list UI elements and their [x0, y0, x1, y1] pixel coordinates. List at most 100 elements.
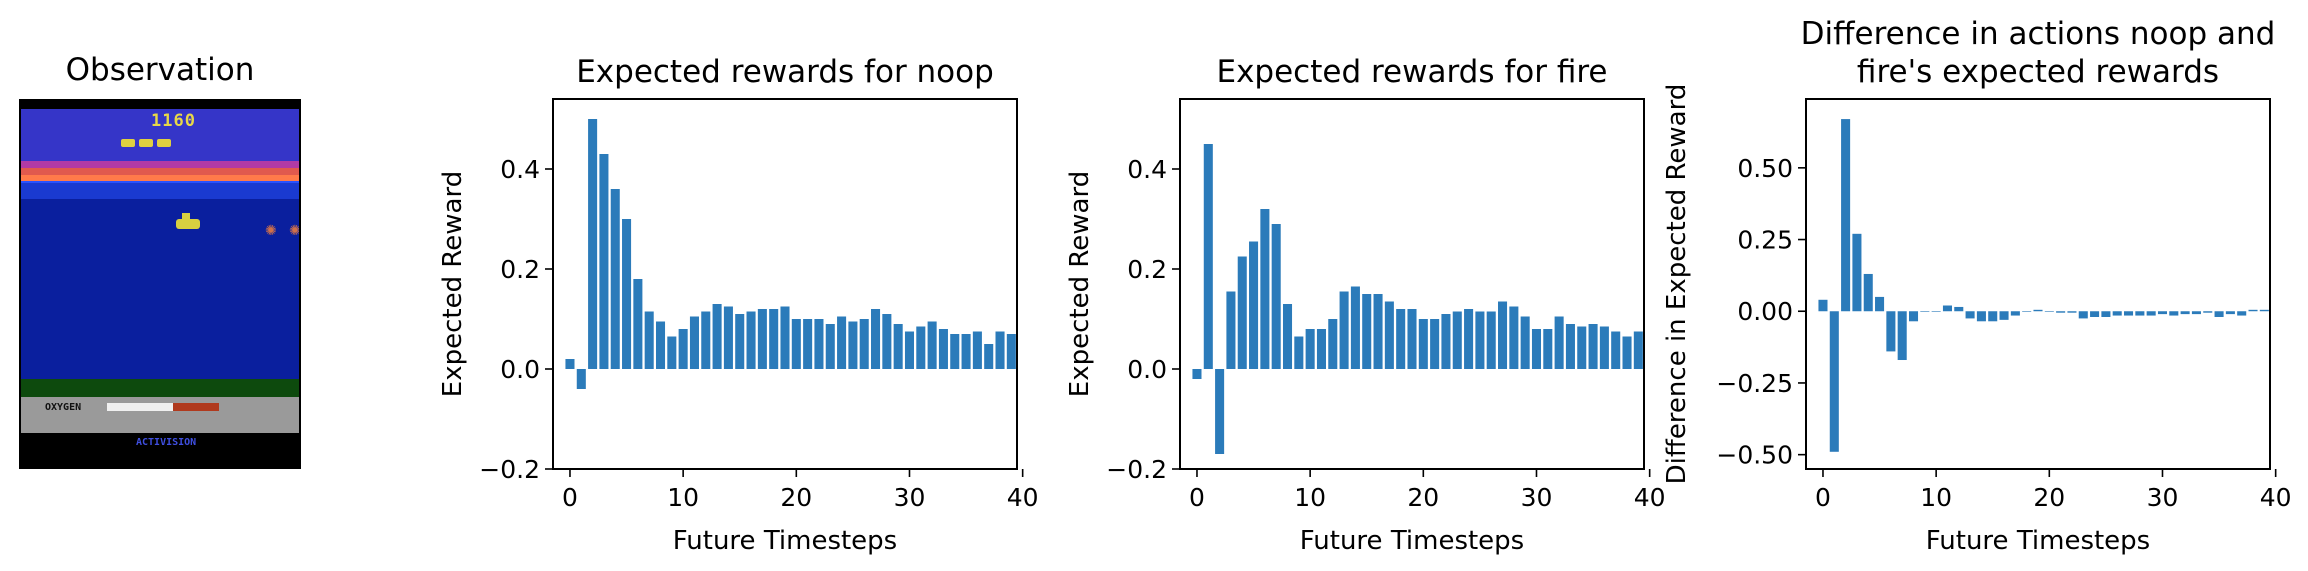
- bar: [2191, 311, 2201, 315]
- x-tick-label: 30: [2147, 483, 2179, 512]
- y-tick-label: 0.50: [1737, 154, 1793, 183]
- bar: [2033, 309, 2043, 312]
- bar: [1486, 311, 1496, 369]
- bar: [882, 314, 892, 369]
- bar: [1373, 294, 1383, 369]
- bar: [995, 331, 1005, 369]
- x-tick-label: 0: [1815, 483, 1831, 512]
- bar: [1988, 311, 1998, 322]
- x-tick-label: 40: [1634, 483, 1666, 512]
- bar: [1006, 334, 1016, 369]
- bar: [1908, 311, 1919, 322]
- bar: [610, 189, 620, 369]
- bar: [735, 314, 745, 369]
- y-tick-label: 0.4: [500, 155, 540, 184]
- bar: [780, 306, 790, 369]
- bar: [701, 311, 711, 369]
- bar: [1328, 319, 1338, 369]
- axes-frame: [1179, 98, 1645, 470]
- bar: [1829, 311, 1839, 452]
- bar: [689, 316, 699, 369]
- bar: [871, 309, 881, 369]
- bar: [814, 319, 824, 369]
- axes-frame: [552, 98, 1018, 470]
- bar: [893, 324, 903, 369]
- charts-group: 0 10 20 30 40 −0.2 0.0 0.2 0.4 Future Timesteps Ex…: [438, 16, 2292, 556]
- bar: [1565, 324, 1575, 369]
- bar: [2078, 311, 2088, 319]
- life-sub-icon: [157, 139, 171, 147]
- shark-icon: ✺: [265, 223, 277, 239]
- bar: [644, 311, 654, 369]
- game-water: [21, 199, 299, 379]
- bar: [2157, 311, 2168, 315]
- bar: [1954, 306, 1964, 312]
- bar: [1554, 316, 1564, 369]
- bar: [1294, 336, 1304, 369]
- bar: [2067, 311, 2077, 313]
- bar: [1965, 311, 1975, 319]
- y-axis-label: Expected Reward: [438, 171, 468, 397]
- y-tick-label: −0.50: [1716, 441, 1793, 470]
- bar: [950, 334, 960, 369]
- bar: [1509, 306, 1519, 369]
- bar: [1339, 291, 1349, 369]
- x-tick-label: 30: [1521, 483, 1553, 512]
- bar: [2135, 311, 2145, 316]
- bar: [2203, 311, 2213, 313]
- x-tick-label: 40: [2260, 483, 2292, 512]
- bar: [1464, 309, 1474, 369]
- y-tick-label: −0.25: [1716, 369, 1793, 398]
- bar: [1999, 311, 2009, 320]
- bar: [984, 344, 994, 369]
- x-tick-label: 20: [2033, 483, 2065, 512]
- x-axis-label: Future Timesteps: [673, 526, 897, 556]
- game-sky: [21, 109, 299, 161]
- bar: [2146, 311, 2156, 316]
- bar: [1203, 144, 1213, 369]
- y-tick-label: 0.00: [1737, 297, 1793, 326]
- game-seabed: [21, 379, 299, 397]
- bar: [1441, 314, 1451, 369]
- axes-frame: [1805, 98, 2271, 470]
- chart-panel-1: 0 10 20 30 40 −0.2 0.0 0.2 0.4 Future Timesteps Ex…: [438, 54, 1039, 556]
- bar: [1237, 256, 1247, 369]
- x-tick-label: 40: [1007, 483, 1039, 512]
- y-tick-label: 0.2: [1127, 255, 1167, 284]
- bar: [791, 319, 801, 369]
- bar: [1886, 311, 1896, 352]
- bar: [904, 331, 915, 369]
- bar: [972, 331, 982, 369]
- bar: [757, 309, 767, 369]
- bar: [1452, 311, 1462, 369]
- bar: [837, 316, 847, 369]
- bar: [769, 309, 779, 369]
- observation-frame: 1160 ✺ ✺ OXYGEN ACTIVISION: [19, 99, 301, 469]
- oxygen-label: OXYGEN: [45, 402, 82, 413]
- bar: [1633, 331, 1643, 369]
- game-horizon-band: [21, 161, 299, 168]
- bar: [712, 304, 722, 369]
- bar: [1498, 301, 1508, 369]
- y-tick-label: 0.25: [1737, 226, 1793, 255]
- bar: [916, 326, 926, 369]
- bar: [1418, 319, 1428, 369]
- bar: [1215, 369, 1225, 454]
- bar: [2010, 311, 2020, 316]
- bar: [1249, 241, 1259, 369]
- bar: [2214, 311, 2224, 317]
- bar: [1942, 305, 1952, 312]
- bar: [2112, 311, 2122, 316]
- bar: [1192, 369, 1202, 379]
- bar: [938, 329, 948, 369]
- bar: [1599, 326, 1609, 369]
- player-sub-icon: [182, 213, 190, 219]
- shark-icon: ✺: [289, 223, 301, 239]
- bar: [1588, 324, 1598, 369]
- x-tick-label: 0: [1189, 483, 1205, 512]
- bar: [1531, 329, 1542, 369]
- bar: [678, 329, 688, 369]
- bar: [1897, 311, 1907, 361]
- bar: [2248, 309, 2258, 312]
- bar: [2180, 311, 2190, 315]
